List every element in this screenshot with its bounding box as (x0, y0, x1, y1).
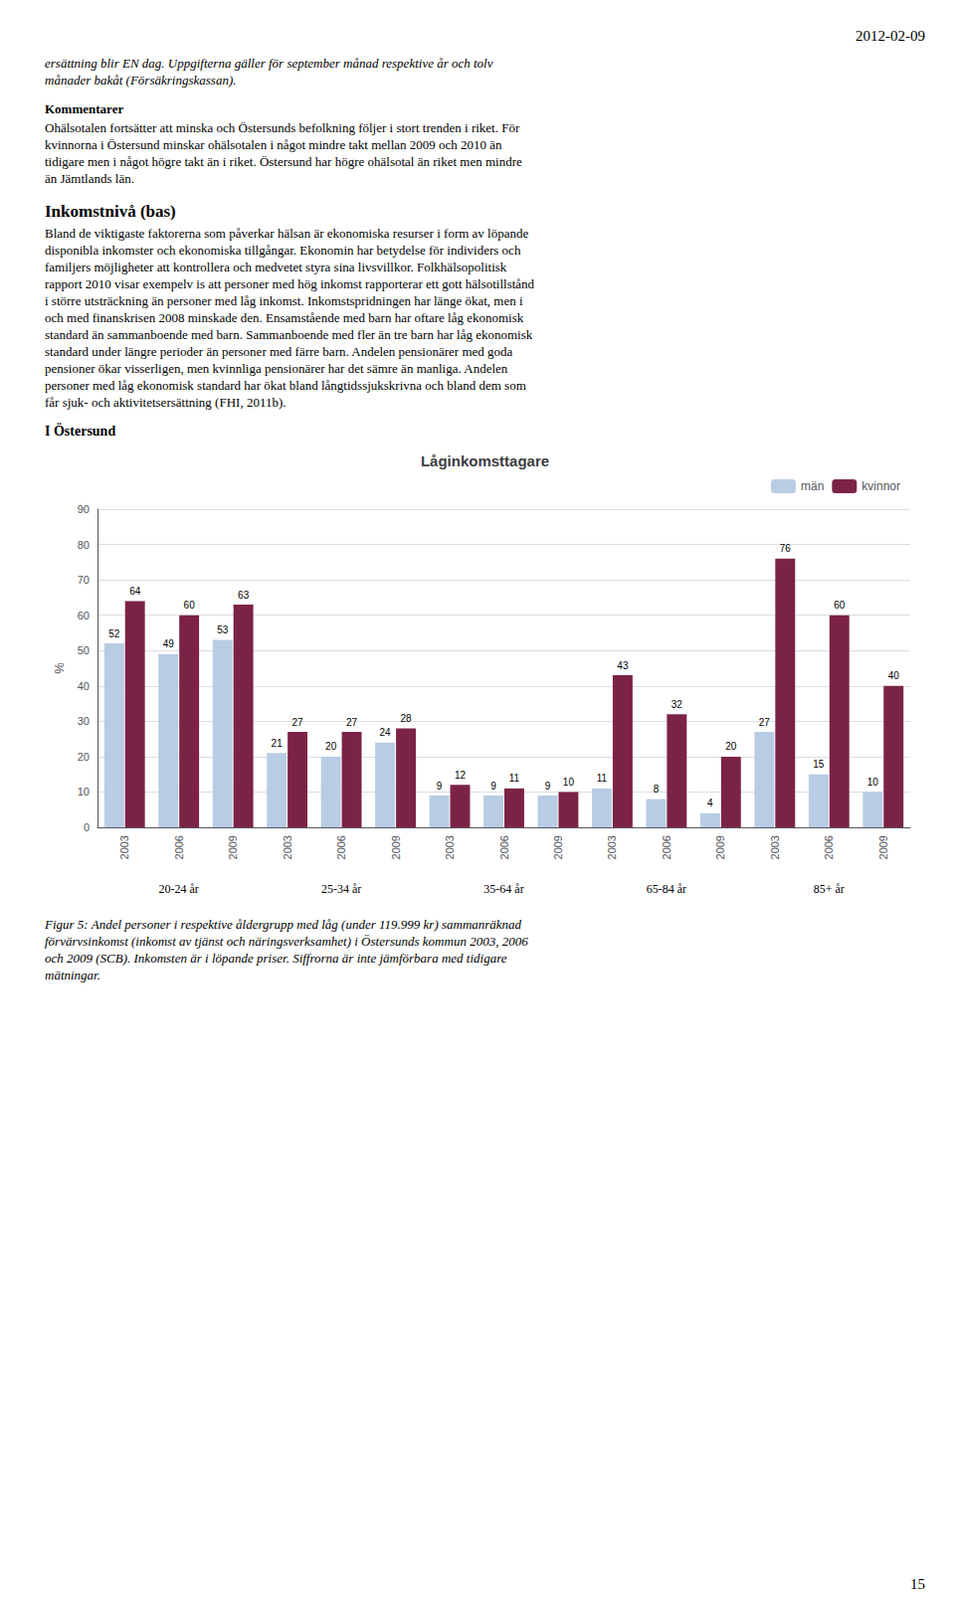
html-text:15: 15 (910, 1576, 926, 1593)
svg-text:män: män (800, 479, 824, 494)
svg-text:80: 80 (77, 539, 90, 552)
svg-text:40: 40 (888, 670, 901, 682)
svg-text:2003: 2003 (118, 835, 131, 860)
svg-text:40: 40 (77, 680, 90, 693)
svg-text:30: 30 (77, 715, 90, 728)
svg-text:2009: 2009 (877, 835, 890, 860)
svg-text:27: 27 (346, 717, 359, 729)
svg-text:64: 64 (129, 585, 142, 597)
svg-text:10: 10 (77, 785, 90, 798)
svg-text:50: 50 (77, 644, 90, 657)
svg-text:49: 49 (163, 638, 176, 650)
svg-text:10: 10 (867, 776, 880, 788)
svg-text:2006: 2006 (822, 835, 835, 860)
svg-text:20: 20 (77, 751, 90, 764)
svg-text:2006: 2006 (173, 835, 186, 860)
svg-text:20-24 år: 20-24 år (159, 882, 199, 897)
html-text:I Östersund: I Östersund (44, 423, 116, 439)
svg-text:28: 28 (399, 713, 412, 725)
svg-text:2006: 2006 (660, 835, 673, 860)
html-text:Figur 5: Andel personer i resp: Figur 5: Andel personer i respektive åld… (44, 917, 528, 983)
html-text:Kommentarer: Kommentarer (44, 101, 124, 117)
svg-text:53: 53 (216, 624, 229, 636)
svg-text:2003: 2003 (605, 835, 618, 860)
svg-text:85+ år: 85+ år (813, 882, 845, 897)
svg-text:12: 12 (454, 769, 467, 781)
svg-text:43: 43 (616, 660, 629, 672)
svg-text:4: 4 (707, 797, 714, 809)
svg-text:25-34 år: 25-34 år (321, 882, 362, 897)
svg-text:2006: 2006 (335, 835, 348, 860)
svg-text:2003: 2003 (443, 835, 456, 860)
svg-text:2003: 2003 (768, 835, 781, 860)
svg-text:24: 24 (380, 727, 392, 739)
svg-text:2009: 2009 (714, 835, 727, 860)
svg-text:10: 10 (563, 776, 575, 788)
html-text:2012-02-09: 2012-02-09 (855, 27, 926, 44)
svg-text:2009: 2009 (389, 835, 402, 860)
svg-text:60: 60 (77, 609, 90, 622)
svg-text:63: 63 (237, 589, 250, 601)
svg-text:9: 9 (490, 780, 497, 792)
svg-text:52: 52 (108, 628, 121, 640)
svg-text:65-84 år: 65-84 år (646, 882, 687, 897)
html-text:Bland de viktigaste faktorerna: Bland de viktigaste faktorerna som påver… (44, 225, 535, 410)
svg-text:2009: 2009 (226, 835, 239, 860)
svg-text:90: 90 (77, 503, 90, 516)
svg-text:kvinnor: kvinnor (861, 479, 901, 494)
svg-text:27: 27 (759, 717, 771, 729)
svg-text:20: 20 (725, 741, 738, 753)
svg-text:20: 20 (325, 741, 338, 753)
svg-text:11: 11 (596, 772, 608, 784)
svg-text:%: % (51, 662, 67, 675)
svg-text:35-64 år: 35-64 år (483, 882, 524, 897)
html-text:Ohälsotalen fortsätter att min: Ohälsotalen fortsätter att minska och Ös… (44, 120, 523, 187)
svg-text:8: 8 (653, 783, 660, 795)
svg-text:32: 32 (671, 699, 684, 711)
svg-text:60: 60 (833, 599, 846, 611)
svg-text:21: 21 (271, 738, 284, 750)
svg-text:11: 11 (509, 772, 521, 784)
svg-text:76: 76 (779, 543, 792, 555)
svg-text:9: 9 (545, 780, 552, 792)
html-text:Inkomstnivå (bas): Inkomstnivå (bas) (44, 201, 176, 221)
svg-text:70: 70 (77, 573, 90, 586)
svg-text:2006: 2006 (498, 835, 511, 860)
svg-text:27: 27 (292, 717, 305, 729)
svg-text:60: 60 (184, 599, 196, 611)
svg-text:2009: 2009 (552, 835, 565, 860)
svg-text:15: 15 (812, 759, 825, 770)
svg-text:0: 0 (83, 821, 90, 834)
svg-text:Låginkomsttagare: Låginkomsttagare (420, 452, 550, 470)
svg-text:9: 9 (436, 780, 443, 792)
html-text:ersättning blir EN dag. Uppgif: ersättning blir EN dag. Uppgifterna gäll… (44, 55, 493, 88)
svg-text:2003: 2003 (281, 835, 294, 860)
